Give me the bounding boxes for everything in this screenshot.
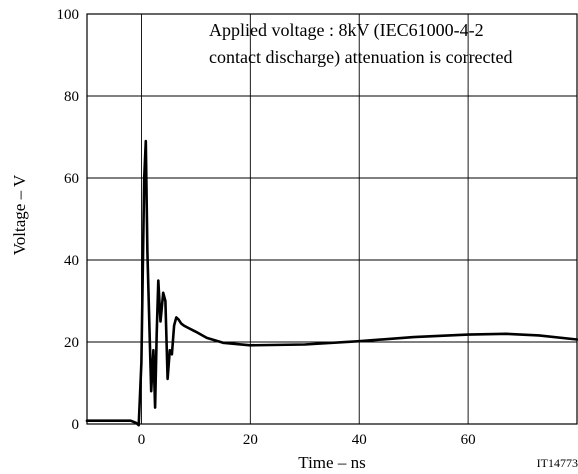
gridlines [87, 14, 577, 424]
x-tick-label-20: 20 [243, 432, 258, 448]
series-line-voltage [85, 139, 578, 427]
y-tick-label-60: 60 [64, 171, 79, 187]
y-tick-label-80: 80 [64, 89, 79, 105]
figure-id: IT14773 [537, 456, 578, 470]
annotation-line-2: contact discharge) attenuation is correc… [209, 47, 513, 68]
y-tick-label-0: 0 [72, 417, 80, 433]
x-axis-label: Time – ns [298, 453, 365, 472]
x-tick-label-60: 60 [461, 432, 476, 448]
annotation-line-1: Applied voltage : 8kV (IEC61000-4-2 [209, 20, 484, 41]
y-tick-label-100: 100 [57, 7, 80, 23]
y-axis-label: Voltage – V [10, 174, 29, 255]
x-tick-label-40: 40 [352, 432, 367, 448]
tick-labels: 0 20 40 60 0 20 40 60 80 100 [57, 7, 476, 448]
y-tick-label-40: 40 [64, 253, 79, 269]
plot-frame [86, 13, 578, 425]
x-tick-label-0: 0 [138, 432, 146, 448]
y-tick-label-20: 20 [64, 335, 79, 351]
